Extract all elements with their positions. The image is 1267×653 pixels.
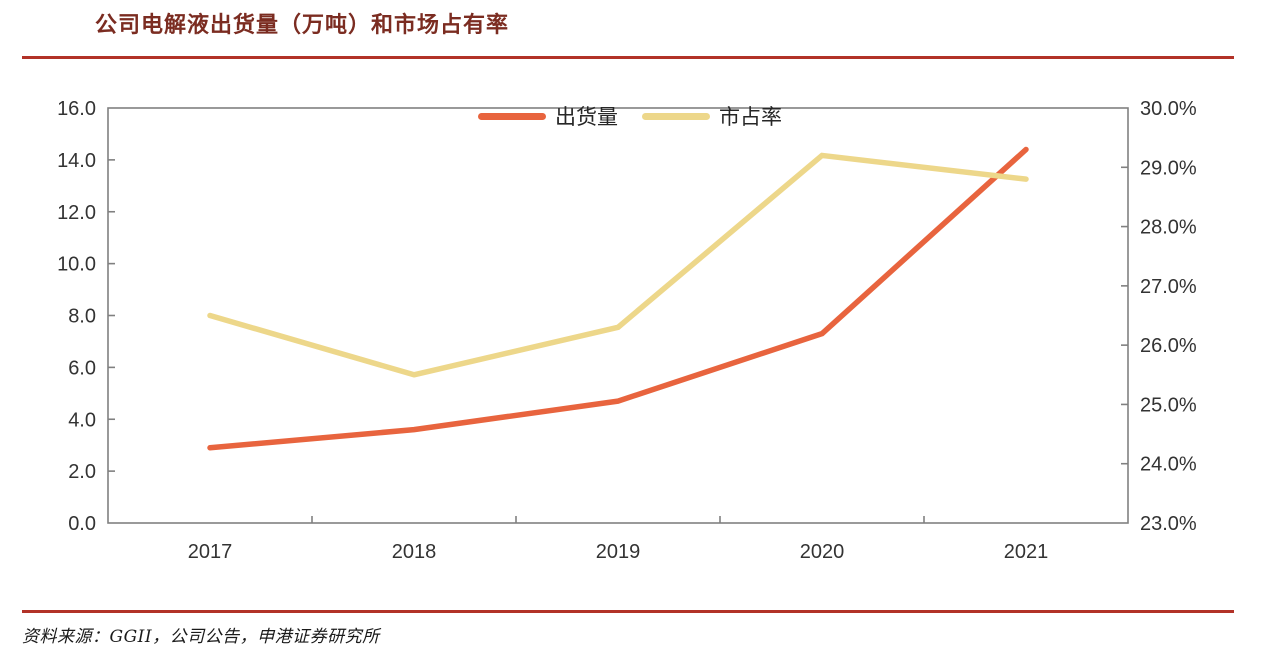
title-underline-rule: [22, 56, 1234, 59]
y-axis-left-tick-label: 10.0: [57, 254, 96, 276]
legend-label: 市占率: [719, 106, 782, 129]
legend-swatch-shipment-volume: [478, 112, 546, 120]
y-axis-left-tick-label: 14.0: [57, 150, 96, 172]
y-axis-left-tick-label: 16.0: [57, 98, 96, 120]
plot-frame: [107, 107, 1129, 524]
y-axis-left-tick-label: 0.0: [68, 513, 96, 535]
chart-legend: 出货量 市占率: [478, 103, 782, 129]
shipment-volume-line: [207, 146, 1029, 451]
x-axis-tick-label: 2018: [392, 541, 437, 563]
market-share-line: [207, 152, 1029, 378]
legend-label: 出货量: [555, 106, 618, 129]
y-axis-right-tick-label: 24.0%: [1140, 454, 1197, 476]
legend-swatch-market-share: [642, 112, 710, 120]
legend-item-shipment-volume: 出货量: [478, 101, 618, 131]
y-axis-right-tick-label: 30.0%: [1140, 98, 1197, 120]
x-axis-tick-label: 2020: [800, 541, 845, 563]
source-note: 资料来源：GGII，公司公告，申港证券研究所: [22, 627, 380, 647]
footer-rule: [22, 610, 1234, 613]
y-axis-left-tick-label: 8.0: [68, 306, 96, 328]
x-axis-tick-label: 2019: [596, 541, 641, 563]
x-axis-tick-label: 2017: [188, 541, 233, 563]
y-axis-left-tick-label: 12.0: [57, 202, 96, 224]
y-axis-left-tick-label: 4.0: [68, 409, 96, 431]
y-axis-left-tick-label: 2.0: [68, 461, 96, 483]
x-axis-tick-label: 2021: [1004, 541, 1049, 563]
y-axis-right-tick-label: 28.0%: [1140, 217, 1197, 239]
page-title: 公司电解液出货量（万吨）和市场占有率: [95, 12, 510, 38]
y-axis-left-tick-label: 6.0: [68, 357, 96, 379]
y-axis-right-tick-label: 25.0%: [1140, 394, 1197, 416]
y-axis-right-tick-label: 26.0%: [1140, 335, 1197, 357]
y-axis-right-tick-label: 29.0%: [1140, 157, 1197, 179]
y-axis-right-tick-label: 27.0%: [1140, 276, 1197, 298]
y-axis-right-tick-label: 23.0%: [1140, 513, 1197, 535]
legend-item-market-share: 市占率: [642, 101, 782, 131]
